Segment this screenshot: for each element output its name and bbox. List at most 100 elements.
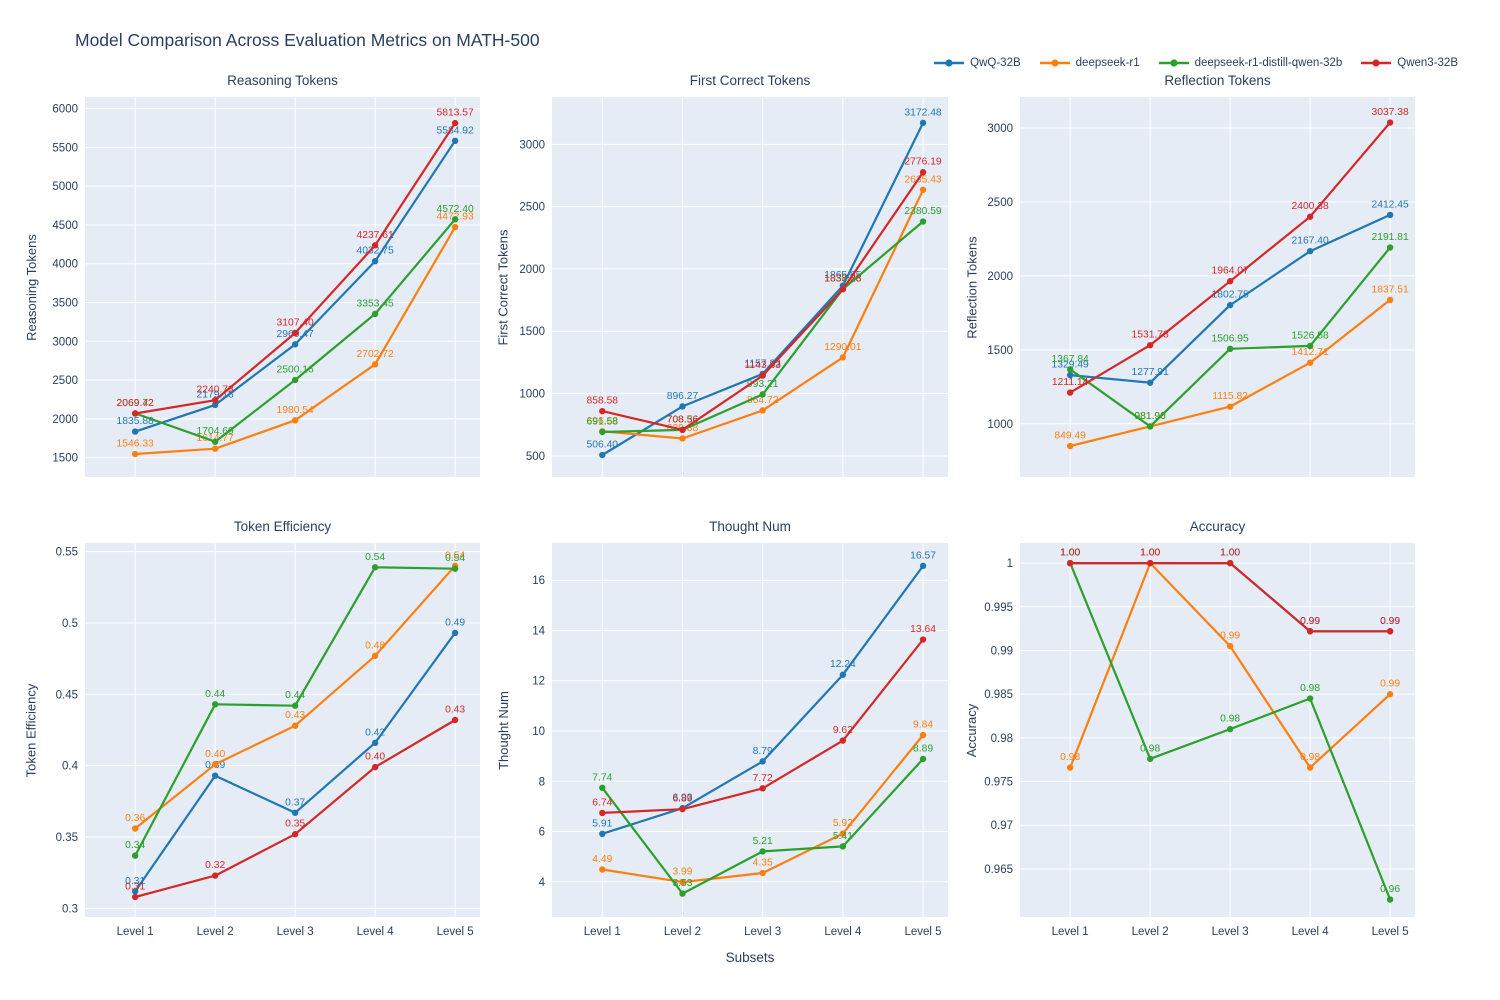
- svg-text:0.995: 0.995: [984, 602, 1013, 614]
- legend-item-deepseek-r1[interactable]: deepseek-r1: [1039, 57, 1140, 69]
- data-label: 2702.72: [357, 349, 394, 360]
- y-ticks: 500 1000 1500 2000 2500 3000: [519, 139, 545, 462]
- data-point: [291, 831, 299, 838]
- data-label: 1211.14: [1052, 377, 1089, 388]
- x-ticks: Level 1 Level 2 Level 3 Level 4 Level 5: [584, 926, 942, 938]
- plot-reflection-tokens: 1000 1500 2000 2500 3000 1329.49 1277.91 1802.7…: [987, 97, 1415, 477]
- legend-item-label: deepseek-r1: [1075, 57, 1140, 69]
- svg-text:0.35: 0.35: [56, 832, 78, 844]
- svg-text:5500: 5500: [52, 142, 78, 154]
- svg-text:10: 10: [532, 726, 545, 738]
- data-label: 0.40: [205, 749, 225, 760]
- data-label: 7.74: [592, 772, 612, 783]
- data-label: 0.48: [365, 640, 385, 651]
- legend-item-deepseek-r1-distill-qwen-32b[interactable]: deepseek-r1-distill-qwen-32b: [1158, 57, 1342, 69]
- gridlines: [1020, 543, 1415, 917]
- svg-text:8: 8: [539, 776, 545, 788]
- y-axis-title-reflection-tokens: Reflection Tokens: [964, 235, 980, 339]
- plot-reasoning-tokens: 1500 2000 2500 3000 3500 4000 4500 5000 5500 6000…: [52, 97, 480, 477]
- data-point: [1146, 379, 1154, 386]
- data-label: 5.21: [753, 836, 773, 847]
- data-label: 1412.71: [1292, 347, 1329, 358]
- data-point: [211, 396, 219, 404]
- svg-text:500: 500: [526, 451, 545, 463]
- subplot-title-reasoning-tokens: Reasoning Tokens: [227, 73, 338, 88]
- legend-item-qwq-32b[interactable]: QwQ-32B: [933, 57, 1021, 69]
- data-label: 0.37: [285, 797, 305, 808]
- svg-text:6000: 6000: [52, 104, 78, 116]
- legend-item-qwen3-32b[interactable]: Qwen3-32B: [1360, 57, 1458, 69]
- series-deepseek-r1-distill-qwen-32b: 7.74 3.53 5.21 5.41 8.89: [592, 743, 933, 897]
- data-point: [1146, 559, 1154, 567]
- data-point: [1146, 341, 1154, 349]
- data-label: 1.00: [1140, 548, 1160, 559]
- data-point: [1306, 247, 1314, 255]
- data-label: 849.49: [1054, 431, 1086, 442]
- data-label: 0.99: [1220, 631, 1240, 642]
- svg-text:1000: 1000: [519, 389, 545, 401]
- data-point: [291, 376, 299, 384]
- data-label: 2960.47: [277, 329, 314, 340]
- data-point: [1226, 301, 1234, 309]
- svg-text:2000: 2000: [519, 264, 545, 276]
- data-label: 0.54: [445, 553, 465, 564]
- svg-text:2000: 2000: [987, 271, 1013, 283]
- data-point: [759, 758, 766, 765]
- data-point: [211, 701, 219, 708]
- svg-text:2500: 2500: [52, 375, 78, 387]
- data-label: 1.00: [1060, 548, 1080, 559]
- legend-item-label: QwQ-32B: [970, 57, 1021, 69]
- subplot-title-accuracy: Accuracy: [1189, 519, 1246, 534]
- data-point: [1306, 695, 1314, 702]
- y-axis-title-token-efficiency: Token Efficiency: [23, 683, 39, 777]
- svg-text:0.3: 0.3: [62, 903, 78, 915]
- data-point: [371, 739, 379, 747]
- data-label: 3.99: [672, 867, 692, 878]
- data-point: [1306, 764, 1314, 771]
- data-label: 0.31: [125, 882, 145, 893]
- data-label: 7.72: [753, 773, 773, 784]
- data-label: 12.24: [830, 659, 856, 670]
- subplot-title-token-efficiency: Token Efficiency: [233, 519, 332, 534]
- data-point: [291, 329, 299, 337]
- data-label: 0.39: [205, 760, 225, 771]
- data-point: [919, 218, 927, 225]
- data-label: 1546.33: [117, 439, 154, 450]
- series-deepseek-r1-distill-qwen-32b: 0.34 0.44 0.44 0.54 0.54: [125, 552, 465, 859]
- data-point: [131, 450, 139, 458]
- data-point: [1386, 628, 1394, 635]
- data-label: 864.72: [747, 395, 779, 406]
- data-label: 2380.59: [904, 206, 941, 217]
- data-label: 2500.16: [277, 365, 314, 376]
- data-label: 0.98: [1140, 743, 1160, 754]
- svg-text:Level 3: Level 3: [744, 926, 781, 938]
- data-label: 2400.38: [1292, 201, 1329, 212]
- data-point: [839, 285, 847, 293]
- data-point: [291, 702, 299, 709]
- data-point: [919, 755, 927, 763]
- data-point: [919, 636, 927, 643]
- svg-text:4000: 4000: [52, 259, 78, 271]
- data-label: 3.53: [672, 878, 692, 889]
- data-label: 1329.49: [1052, 360, 1089, 371]
- y-ticks: 0.3 0.35 0.4 0.45 0.5 0.55: [56, 547, 79, 916]
- data-point: [371, 310, 379, 318]
- series-deepseek-r1: 0.98 1.00 0.99 0.98 0.99: [1060, 548, 1400, 771]
- legend-marker-icon: [934, 59, 965, 67]
- legend-marker-icon: [1158, 59, 1189, 67]
- data-label: 858.58: [587, 396, 619, 407]
- data-label: 981.96: [1134, 411, 1166, 422]
- figure-title: Model Comparison Across Evaluation Metri…: [75, 30, 540, 50]
- svg-text:3000: 3000: [52, 336, 78, 348]
- data-point: [131, 825, 139, 832]
- data-label: 2069.42: [117, 398, 154, 409]
- data-point: [451, 223, 459, 231]
- data-label: 2412.45: [1371, 199, 1408, 210]
- data-point: [371, 257, 379, 265]
- data-point: [1306, 628, 1314, 635]
- series-Qwen3-32B: 1211.14 1531.78 1964.07 2400.38 3037.38: [1052, 107, 1409, 396]
- svg-text:Level 4: Level 4: [357, 926, 395, 938]
- svg-text:1500: 1500: [987, 345, 1013, 357]
- data-point: [1386, 296, 1394, 304]
